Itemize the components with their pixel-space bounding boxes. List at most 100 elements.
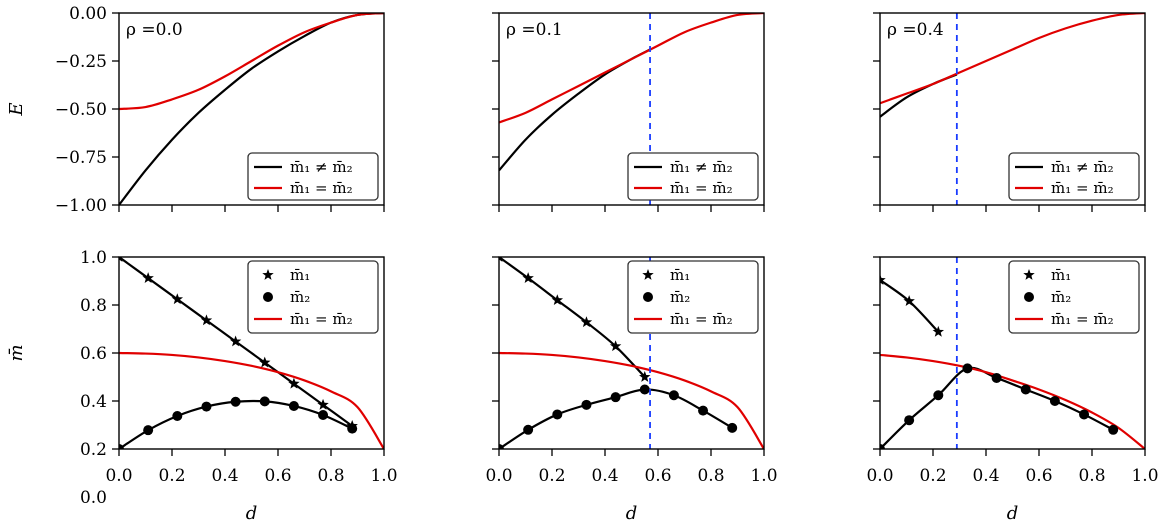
plot-area (119, 13, 384, 205)
m2-circle-point (1079, 409, 1090, 420)
x-tick-label: 0.8 (697, 466, 724, 486)
m2-circle-point (581, 399, 592, 410)
rho-label: ρ =0.0 (126, 20, 183, 40)
y-tick-label: 0.2 (80, 440, 107, 460)
y-axis-label: m̄ (6, 344, 27, 361)
x-tick-label: 0.8 (317, 466, 344, 486)
m2-circle-point (523, 424, 534, 435)
x-tick-label: 0.2 (919, 466, 946, 486)
legend-label: m̄₁ ≠ m̄₂ (1051, 158, 1114, 176)
legend-label: m̄₂ (670, 288, 690, 306)
legend-star-swatch (262, 269, 274, 280)
legend-label: m̄₁ = m̄₂ (1051, 310, 1114, 328)
m2-circle-point (933, 390, 944, 401)
m1-star-point (580, 316, 593, 328)
x-tick-label: 1.0 (370, 466, 397, 486)
m2-circle-point (1049, 396, 1060, 406)
m2-circle-point (727, 422, 738, 433)
series-line-1 (880, 13, 1145, 105)
x-tick-label: 0.4 (972, 466, 999, 486)
panel-energy-0: 0.00 −0.25 −0.50 −0.75 −1.00 Eρ =0.0 m̄₁ ≠ m̄₂… (6, 4, 385, 216)
x-tick-label: 0.2 (158, 466, 185, 486)
m1-star-point (200, 314, 213, 326)
rho-label: ρ =0.1 (506, 20, 563, 40)
legend-box (627, 260, 759, 334)
panel-order-1: 0.0 0.2 0.4 0.6 0.8 1.0 d m̄₁ m̄₂ m̄₁ = m̄₂ (485, 256, 778, 524)
y-tick-label: 0.6 (80, 344, 107, 364)
series-line-1 (119, 399, 353, 449)
m2-circle-point (230, 396, 241, 407)
m1-star-point (119, 257, 123, 262)
legend-box (1008, 260, 1140, 334)
plot-area (880, 13, 1145, 118)
y-tick-label: 0.8 (80, 296, 107, 316)
legend-label: m̄₁ (670, 266, 690, 284)
legend-circle-swatch (263, 292, 273, 302)
legend-label: m̄₁ = m̄₂ (290, 179, 353, 197)
series-line-0 (499, 48, 651, 172)
m1-star-point (317, 398, 329, 410)
m1-star-point (903, 295, 915, 307)
series-line-0 (499, 257, 646, 378)
m1-star-point (609, 340, 622, 352)
m2-circle-point (499, 444, 504, 449)
legend-label: m̄₁ (290, 266, 310, 284)
m2-circle-point (639, 384, 650, 395)
m1-star-point (522, 272, 534, 283)
y-tick-label: −0.75 (55, 148, 107, 168)
legend-label: m̄₂ (1051, 288, 1071, 306)
legend-label: m̄₁ = m̄₂ (670, 179, 733, 197)
x-tick-label: 0.6 (1025, 466, 1052, 486)
m2-circle-point (1108, 424, 1119, 435)
series-line-0 (880, 73, 958, 118)
x-tick-label: 0.0 (105, 466, 132, 486)
rho-label: ρ =0.4 (887, 20, 944, 40)
legend-circle-swatch (1024, 292, 1034, 302)
x-tick-label: 0.6 (264, 466, 291, 486)
plot-area (499, 257, 764, 449)
legend-label: m̄₁ ≠ m̄₂ (290, 158, 353, 176)
series-line-1 (499, 13, 764, 124)
legend-label: m̄₁ = m̄₂ (670, 310, 733, 328)
panel-order-2: 0.0 0.2 0.4 0.6 0.8 1.0 d m̄₁ m̄₂ m̄₁ = m̄₂ (866, 256, 1159, 524)
legend-label: m̄₁ ≠ m̄₂ (670, 158, 733, 176)
legend-label: m̄₂ (290, 288, 310, 306)
y-tick-label: −1.00 (55, 196, 107, 216)
m2-circle-point (201, 401, 212, 412)
m1-star-point (639, 371, 651, 382)
series-line-0 (880, 279, 940, 333)
m1-star-point (229, 335, 242, 347)
y-tick-label: 0.00 (69, 4, 107, 24)
plot-area (499, 13, 764, 172)
m2-circle-point (552, 409, 563, 420)
legend-label: m̄₁ = m̄₂ (290, 310, 353, 328)
legend-circle-swatch (643, 292, 653, 302)
series-line-2 (119, 351, 384, 449)
axes-frame (118, 12, 385, 206)
x-tick-label: 0.4 (591, 466, 618, 486)
m1-star-point (288, 377, 300, 389)
panel-energy-1: ρ =0.1 m̄₁ ≠ m̄₂ m̄₁ = m̄₂ (492, 12, 765, 212)
x-tick-label: 0.4 (211, 466, 238, 486)
legend-star-swatch (642, 269, 654, 280)
series-line-2 (880, 353, 1145, 449)
m1-star-point (499, 257, 503, 262)
m2-circle-point (259, 396, 270, 407)
plot-area (880, 274, 1145, 449)
y-tick-label: −0.25 (55, 52, 107, 72)
m2-circle-point (668, 390, 679, 401)
legend-box (247, 260, 379, 334)
legend-label: m̄₁ = m̄₂ (1051, 179, 1114, 197)
x-tick-label: 0.6 (644, 466, 671, 486)
axes-frame (879, 12, 1146, 206)
m2-circle-point (119, 444, 124, 449)
m2-circle-point (318, 410, 329, 421)
m2-circle-point (698, 405, 709, 416)
panel-energy-2: ρ =0.4 m̄₁ ≠ m̄₂ m̄₁ = m̄₂ (873, 12, 1146, 212)
x-tick-label: 0.2 (538, 466, 565, 486)
x-tick-label: 1.0 (750, 466, 777, 486)
x-axis-label: d (626, 503, 638, 524)
m2-circle-point (904, 415, 915, 426)
y-tick-label: 1.0 (80, 248, 107, 268)
